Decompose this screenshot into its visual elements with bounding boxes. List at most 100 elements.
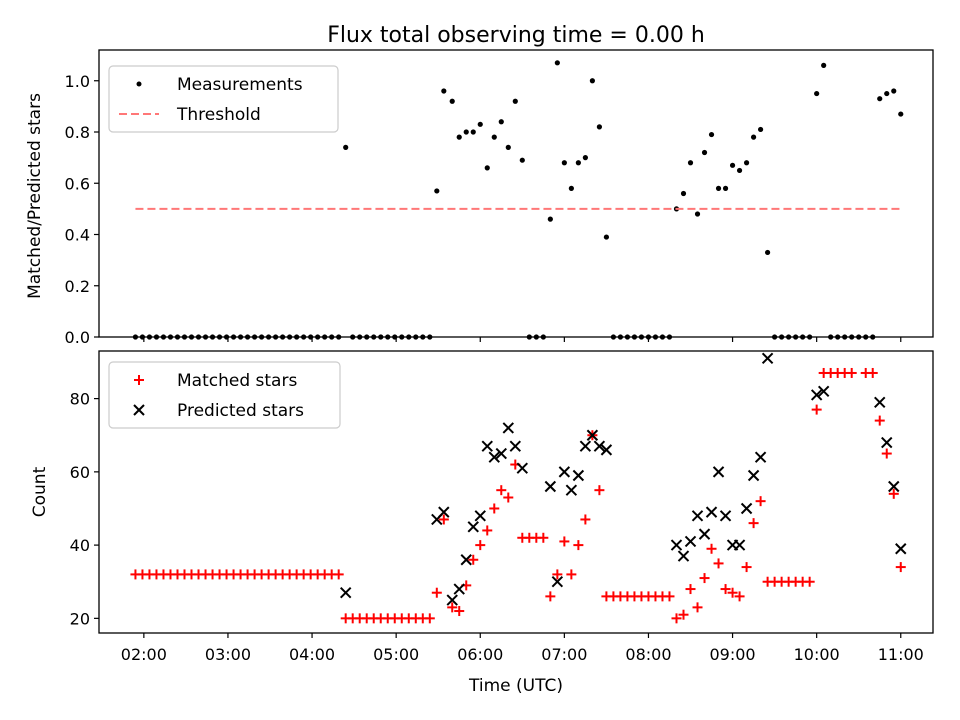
matched-stars-point [881, 448, 892, 459]
predicted-stars-point [888, 480, 900, 493]
measurement-point [456, 134, 462, 140]
matched-stars-point [489, 503, 500, 514]
measurement-point [891, 88, 897, 94]
matched-stars-point [538, 532, 549, 543]
predicted-stars-point [712, 466, 725, 478]
predicted-stars-point [474, 510, 486, 522]
legend-dot-marker [136, 81, 142, 87]
matched-stars-point [552, 569, 563, 580]
measurement-point [743, 160, 750, 166]
predicted-stars-point [565, 484, 578, 496]
predicted-stars-point [600, 444, 613, 456]
measurement-point [715, 185, 722, 191]
matched-stars-point [559, 536, 570, 547]
matched-stars-point [333, 569, 344, 580]
measurement-point [568, 185, 574, 191]
predicted-stars-point [460, 554, 472, 566]
top-axes-frame [98, 49, 934, 338]
predicted-stars-point [544, 480, 557, 493]
measurement-point [449, 98, 455, 104]
predicted-stars-point [691, 510, 704, 522]
measurement-point [441, 88, 447, 94]
predicted-stars-point [754, 451, 767, 463]
bottom-x-ticks: 02:00 03:00 04:00 05:00 06:00 07:00 08:00 09:00… [121, 633, 924, 664]
measurement-point [491, 134, 497, 140]
predicted-stars-point [684, 535, 697, 548]
predicted-stars-point [593, 440, 606, 452]
x-axis-label: Time (UTC) [468, 676, 563, 696]
measurement-point [708, 131, 715, 138]
matched-stars-point [755, 496, 766, 507]
measurement-point [498, 119, 504, 125]
predicted-stars-point [509, 440, 522, 452]
predicted-stars-point [572, 469, 585, 482]
matched-stars-point [846, 367, 857, 378]
legend-plus-marker [134, 375, 144, 385]
measurement-point [484, 165, 490, 171]
measurement-point [821, 62, 827, 68]
top-y-tick-label: 0.8 [65, 123, 90, 142]
measurement-point [343, 144, 349, 150]
bottom-y-tick-label: 80 [70, 390, 90, 409]
predicted-stars-point [698, 528, 711, 540]
predicted-stars-point [670, 539, 683, 551]
predicted-stars-point [747, 469, 760, 482]
measurement-point [765, 249, 771, 256]
predicted-stars-point [874, 396, 886, 408]
predicted-stars-point [586, 429, 599, 441]
matched-stars-point [545, 591, 556, 602]
predicted-stars-point [705, 506, 718, 518]
measurement-point [589, 78, 595, 84]
matched-stars-point [447, 602, 458, 613]
bottom-marks [130, 352, 907, 624]
x-tick-label: 11:00 [878, 645, 924, 664]
legend-label-predicted: Predicted stars [177, 401, 304, 421]
measurement-point [519, 157, 525, 163]
predicted-stars-point [733, 539, 746, 551]
predicted-stars-point [761, 352, 774, 365]
predicted-stars-point [339, 587, 352, 599]
matched-stars-point [438, 514, 449, 525]
predicted-stars-point [881, 436, 893, 449]
bottom-legend: Matched stars Predicted stars [108, 361, 341, 429]
matched-stars-point [727, 587, 738, 598]
measurement-point [884, 90, 890, 97]
predicted-stars-point [551, 576, 564, 588]
measurement-point [596, 124, 603, 130]
measurement-point [582, 155, 588, 161]
predicted-stars-point [719, 510, 732, 522]
matched-stars-point [874, 415, 885, 426]
predicted-stars-point [438, 506, 450, 518]
matched-stars-point [748, 518, 759, 529]
predicted-stars-point [810, 389, 823, 401]
matched-stars-point [888, 488, 899, 499]
x-tick-label: 07:00 [541, 645, 587, 664]
legend-label-matched: Matched stars [177, 371, 297, 391]
predicted-stars-point [495, 447, 507, 460]
measurement-point [603, 234, 610, 240]
measurement-point [680, 190, 687, 197]
top-y-tick-label: 0.6 [65, 174, 90, 193]
measurement-point [757, 126, 764, 133]
bottom-legend-box [108, 361, 341, 429]
predicted-stars-point [467, 521, 479, 533]
matched-stars-point [685, 584, 696, 595]
matched-stars-point [720, 584, 731, 595]
matched-stars-point [699, 573, 710, 584]
matched-stars-point [594, 485, 605, 496]
measurement-point [814, 90, 820, 97]
x-tick-label: 05:00 [373, 645, 419, 664]
x-tick-label: 03:00 [205, 645, 251, 664]
predicted-stars-point [740, 502, 753, 515]
measurement-point [898, 111, 904, 117]
predicted-stars-point [453, 583, 465, 595]
matched-stars-point [468, 554, 479, 565]
legend-x-marker [133, 404, 145, 416]
predicted-stars-point [558, 466, 571, 478]
measurement-point [554, 60, 560, 66]
top-y-tick-label: 0.0 [65, 328, 90, 347]
predicted-stars-point [677, 550, 690, 562]
predicted-stars-point [516, 462, 529, 474]
top-y-tick-label: 0.2 [65, 277, 90, 296]
x-tick-label: 10:00 [794, 645, 840, 664]
